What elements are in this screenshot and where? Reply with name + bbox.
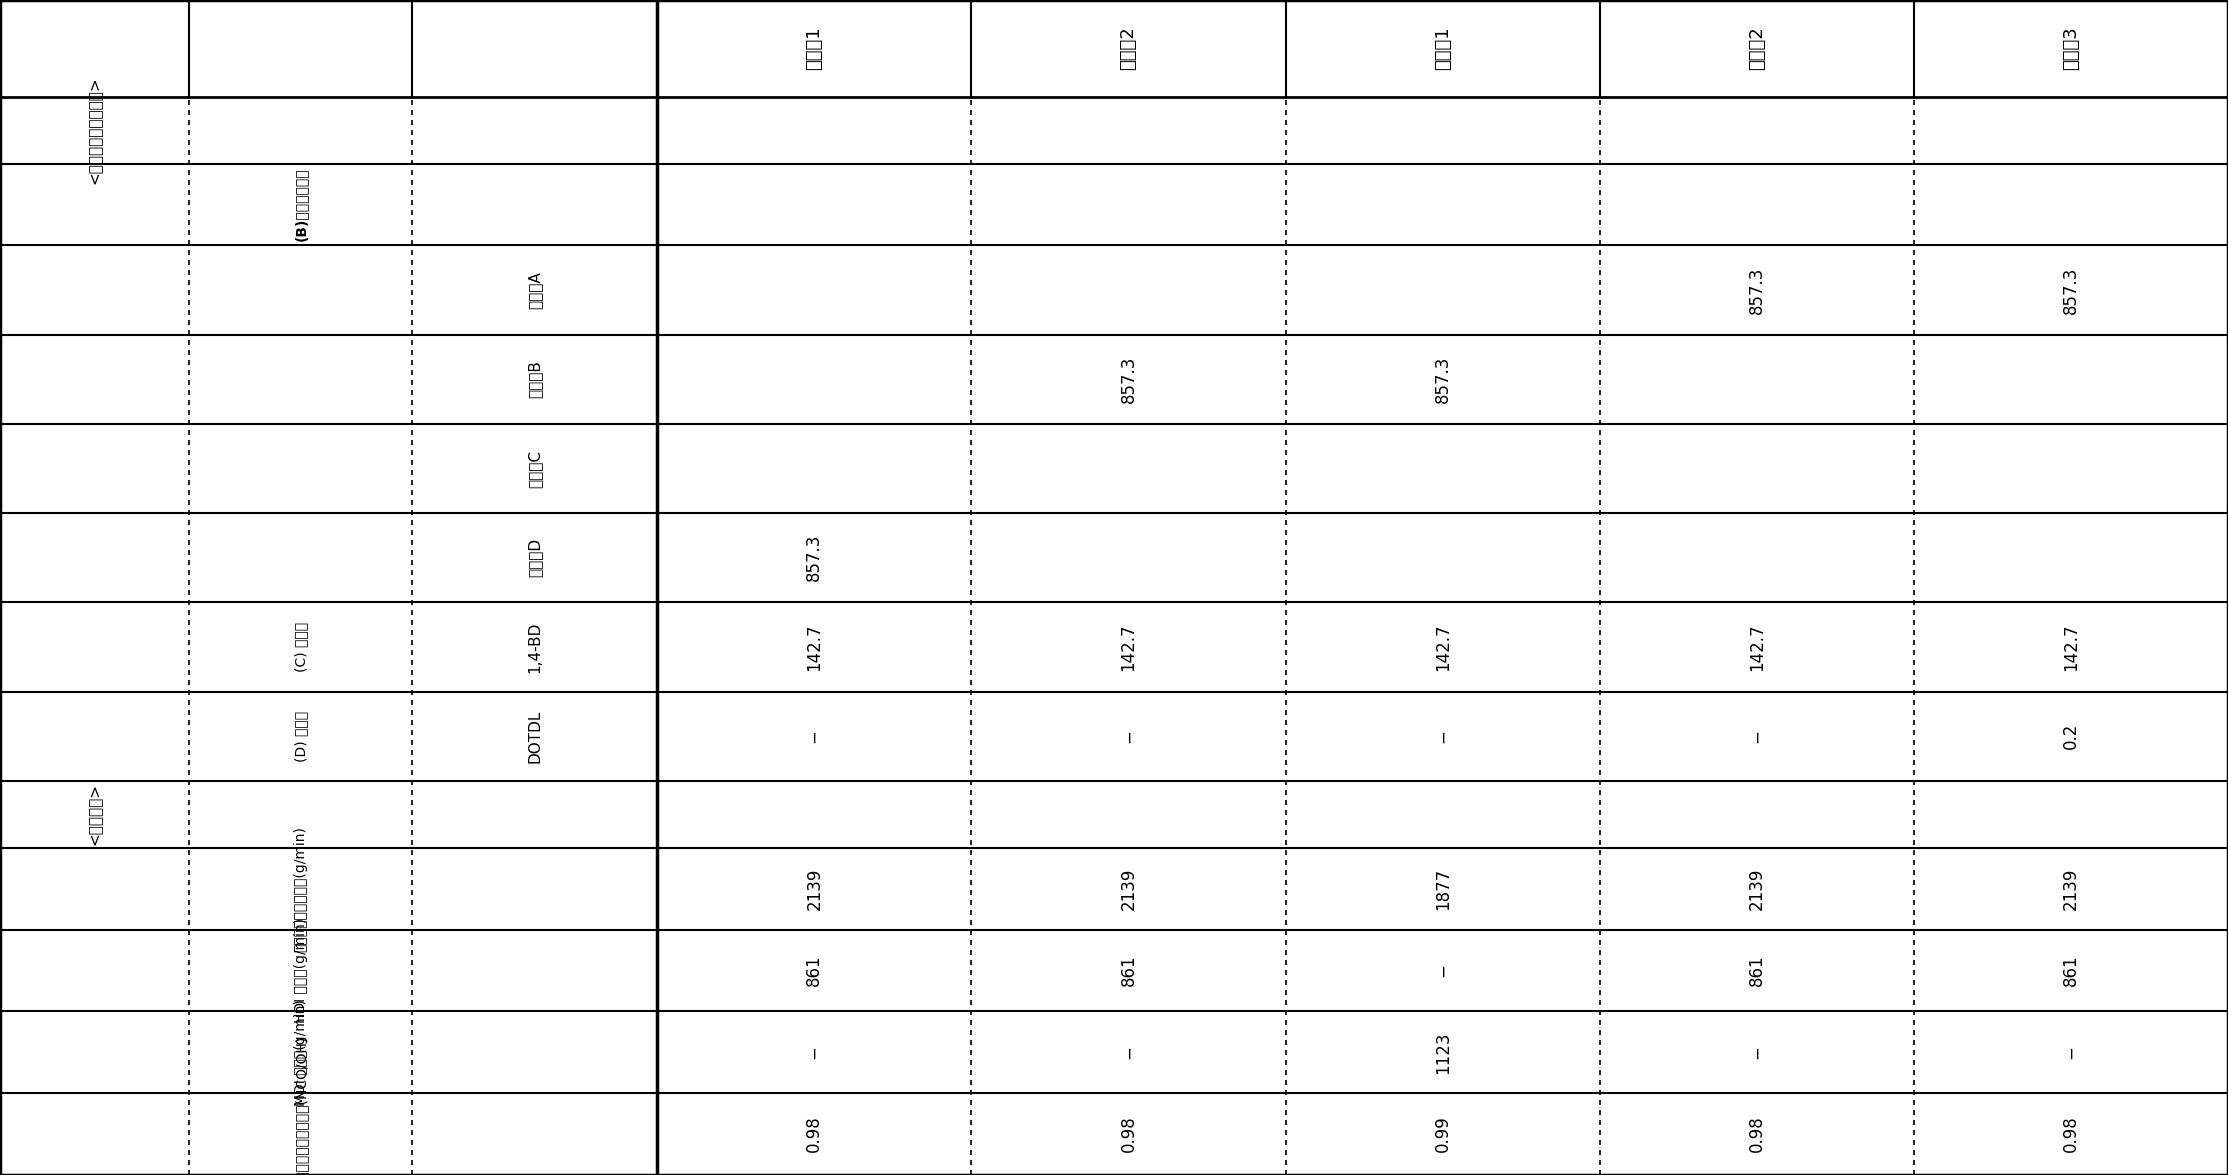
- Text: 1123: 1123: [1433, 1030, 1453, 1074]
- Text: 0.98: 0.98: [2061, 1116, 2081, 1153]
- Text: <制造条件>: <制造条件>: [87, 784, 102, 845]
- Text: 2139: 2139: [804, 867, 824, 909]
- Text: 多元醇A: 多元醇A: [528, 271, 541, 309]
- Text: 142.7: 142.7: [1747, 623, 1767, 671]
- Text: 857.3: 857.3: [1747, 267, 1767, 314]
- Text: −: −: [1118, 730, 1139, 743]
- Text: HDI 投入量(g/min): HDI 投入量(g/min): [294, 918, 307, 1023]
- Text: (D) 催化剂: (D) 催化剂: [294, 711, 307, 761]
- Text: 142.7: 142.7: [804, 623, 824, 671]
- Text: DOTDL: DOTDL: [528, 710, 541, 763]
- Text: 0.98: 0.98: [1118, 1116, 1139, 1153]
- Text: (B)高分子多元醇: (B)高分子多元醇: [294, 168, 307, 241]
- Text: 857.3: 857.3: [804, 535, 824, 582]
- Text: −: −: [804, 730, 824, 743]
- Text: 多元醇预混料投入量(g/min): 多元醇预混料投入量(g/min): [294, 826, 307, 952]
- Text: <多元醇预混料的组成>: <多元醇预混料的组成>: [87, 76, 102, 184]
- Text: 857.3: 857.3: [1118, 356, 1139, 403]
- Text: 多元醇B: 多元醇B: [528, 361, 541, 398]
- Text: −: −: [1118, 1046, 1139, 1059]
- Text: −: −: [1747, 730, 1767, 743]
- Text: 0.99: 0.99: [1433, 1116, 1453, 1153]
- Text: 142.7: 142.7: [2061, 623, 2081, 671]
- Text: 0.2: 0.2: [2061, 723, 2081, 750]
- Text: 2139: 2139: [1747, 867, 1767, 909]
- Text: 861: 861: [1118, 954, 1139, 986]
- Text: 实施例2: 实施例2: [1118, 27, 1139, 70]
- Text: −: −: [1747, 1046, 1767, 1059]
- Text: 比较例3: 比较例3: [2061, 27, 2081, 70]
- Text: 比较例1: 比较例1: [1433, 27, 1453, 70]
- Text: 多元醇C: 多元醇C: [528, 450, 541, 488]
- Text: 142.7: 142.7: [1433, 623, 1453, 671]
- Text: MDI 投入量(g/min): MDI 投入量(g/min): [294, 999, 307, 1106]
- Text: 实施例1: 实施例1: [804, 27, 824, 70]
- Text: 0.98: 0.98: [1747, 1116, 1767, 1153]
- Text: 142.7: 142.7: [1118, 623, 1139, 671]
- Text: 比较例2: 比较例2: [1747, 27, 1767, 70]
- Text: (C) 扩链剂: (C) 扩链剂: [294, 622, 307, 672]
- Text: 1877: 1877: [1433, 867, 1453, 909]
- Text: NCO基相对于活性氢基的当量比(NCO/OH): NCO基相对于活性氢基的当量比(NCO/OH): [294, 1034, 307, 1175]
- Text: 857.3: 857.3: [2061, 267, 2081, 314]
- Text: −: −: [1433, 963, 1453, 978]
- Text: −: −: [804, 1046, 824, 1059]
- Text: 2139: 2139: [1118, 867, 1139, 909]
- Text: 861: 861: [2061, 954, 2081, 986]
- Text: 2139: 2139: [2061, 867, 2081, 909]
- Text: 861: 861: [1747, 954, 1767, 986]
- Text: 861: 861: [804, 954, 824, 986]
- Text: −: −: [1433, 730, 1453, 743]
- Text: 1,4-BD: 1,4-BD: [528, 622, 541, 672]
- Text: −: −: [2061, 1046, 2081, 1059]
- Text: 多元醇D: 多元醇D: [528, 538, 541, 577]
- Text: 0.98: 0.98: [804, 1116, 824, 1153]
- Text: 857.3: 857.3: [1433, 356, 1453, 403]
